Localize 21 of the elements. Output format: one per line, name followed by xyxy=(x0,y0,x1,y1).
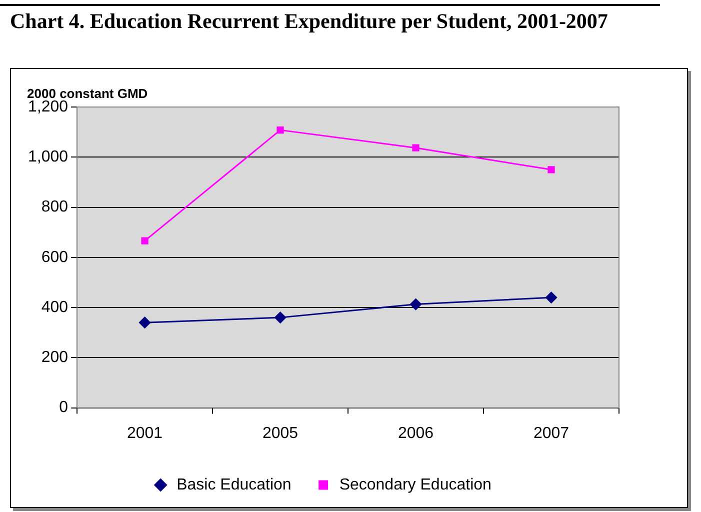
y-tick-label: 0 xyxy=(59,399,68,416)
y-tick-label: 600 xyxy=(41,248,68,266)
point xyxy=(548,166,555,174)
x-tick-label: 2007 xyxy=(533,424,570,442)
chart-title: Chart 4. Education Recurrent Expenditure per Student, 2001-2007 xyxy=(0,4,660,33)
point xyxy=(274,312,286,324)
y-tick-label: 1,000 xyxy=(28,148,68,166)
point xyxy=(141,237,148,244)
x-tick-label: 2006 xyxy=(398,424,434,442)
legend-label: Secondary Education xyxy=(339,476,492,494)
legend-label: Basic Education xyxy=(176,476,292,494)
y-tick-label: 400 xyxy=(41,298,68,316)
point xyxy=(546,292,558,304)
point xyxy=(276,126,284,134)
y-tick-label: 800 xyxy=(41,198,68,216)
x-tick-label: 2005 xyxy=(262,424,298,442)
point xyxy=(410,298,422,310)
y-tick-label: 200 xyxy=(41,349,68,366)
x-tick-label: 2001 xyxy=(126,424,163,442)
point xyxy=(412,144,420,152)
point xyxy=(139,316,151,328)
